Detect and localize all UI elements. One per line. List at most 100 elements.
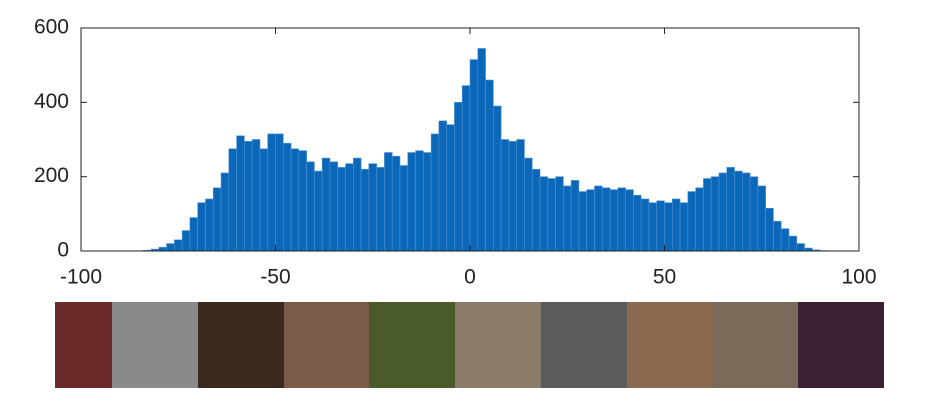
face-image <box>55 302 112 388</box>
bar <box>601 187 611 252</box>
bar <box>415 150 424 252</box>
face-image <box>627 302 713 388</box>
x-tick-label: 50 <box>653 266 676 289</box>
bar <box>430 133 440 252</box>
face-image <box>798 302 884 388</box>
bar <box>438 120 447 252</box>
bar <box>656 200 665 252</box>
bar <box>516 139 525 252</box>
bar <box>741 172 751 252</box>
bar <box>788 235 798 252</box>
bar <box>508 141 517 252</box>
bar <box>640 198 650 252</box>
bar <box>531 168 541 252</box>
bar <box>617 187 626 252</box>
bar <box>469 59 479 252</box>
bar <box>446 124 455 252</box>
bar <box>166 243 175 252</box>
bar <box>454 102 463 252</box>
y-tick-label: 400 <box>34 90 69 113</box>
bar <box>267 133 276 252</box>
bar <box>345 163 354 252</box>
bar <box>275 133 284 252</box>
bar <box>765 207 774 252</box>
face-image <box>455 302 541 388</box>
bar <box>212 187 222 252</box>
bar <box>407 152 416 252</box>
bar <box>259 148 269 252</box>
x-tick-label: 100 <box>841 266 876 289</box>
bar <box>205 198 214 252</box>
bar <box>189 217 198 252</box>
bar <box>594 185 603 252</box>
bar <box>352 157 362 252</box>
bar <box>563 185 572 252</box>
bar <box>306 161 315 252</box>
bar <box>500 139 510 252</box>
bar <box>625 189 634 252</box>
bar <box>757 185 766 252</box>
y-tick-label: 0 <box>57 239 69 262</box>
bar <box>376 167 385 252</box>
bar <box>197 202 206 252</box>
bar <box>570 180 580 252</box>
face-image <box>369 302 455 388</box>
bar <box>329 161 339 252</box>
bar <box>734 170 743 252</box>
face-image <box>112 302 198 388</box>
bar <box>181 230 191 252</box>
bar <box>228 148 237 252</box>
y-tick-label: 200 <box>34 164 69 187</box>
bar <box>773 220 782 252</box>
bar <box>726 167 735 252</box>
bar <box>664 202 673 252</box>
bar <box>780 228 790 252</box>
bar <box>703 178 712 252</box>
bar <box>384 152 393 252</box>
bar <box>493 105 502 252</box>
bar <box>648 202 658 252</box>
face-image <box>541 302 627 388</box>
bar <box>633 194 642 252</box>
bar <box>321 157 331 252</box>
bar <box>718 172 728 252</box>
bar <box>555 176 564 252</box>
face-image <box>713 302 798 388</box>
bar <box>391 155 401 252</box>
face-image <box>284 302 369 388</box>
bar <box>337 167 346 252</box>
x-tick-label: -50 <box>260 266 290 289</box>
bar <box>679 202 689 252</box>
x-tick-label: -100 <box>60 266 102 289</box>
bar <box>399 165 409 252</box>
bar <box>244 141 253 252</box>
bar <box>671 198 681 252</box>
bar <box>695 187 704 252</box>
bar <box>586 189 595 252</box>
bar <box>158 246 167 252</box>
bar <box>796 243 805 252</box>
bar <box>524 157 533 252</box>
face-image <box>198 302 284 388</box>
bar <box>477 48 486 252</box>
bar <box>251 139 261 252</box>
bar <box>282 142 292 252</box>
bar <box>609 189 619 252</box>
bar <box>290 148 300 252</box>
bar <box>485 79 494 252</box>
bar <box>539 176 549 252</box>
y-tick-label: 600 <box>34 16 69 39</box>
bar <box>749 176 759 252</box>
bar <box>687 191 696 252</box>
bar <box>360 168 370 252</box>
bar <box>314 170 323 252</box>
bar <box>174 239 183 252</box>
bar <box>578 191 587 252</box>
bar <box>710 176 720 252</box>
bar <box>368 163 377 252</box>
bar <box>547 178 556 252</box>
bar <box>461 85 471 252</box>
x-tick-label: 0 <box>464 266 476 289</box>
face-strip <box>55 302 884 388</box>
